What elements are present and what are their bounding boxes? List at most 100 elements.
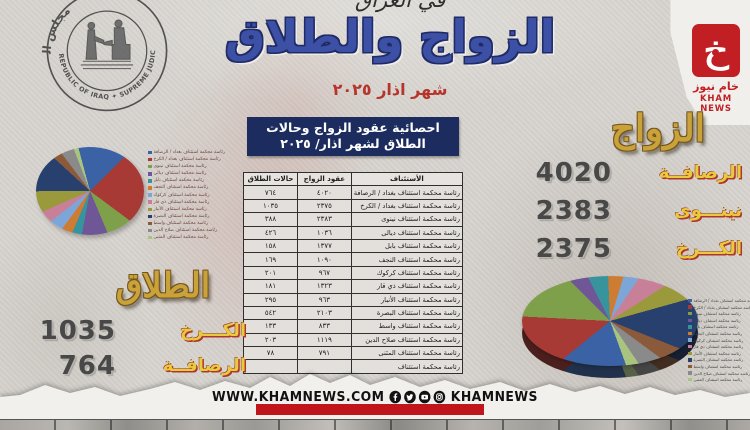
- kham-news-logo: خ: [692, 24, 740, 77]
- stat-row: 4020 الرصافــة: [528, 156, 742, 189]
- legend-bullet: [688, 364, 692, 369]
- facebook-icon[interactable]: [389, 390, 402, 404]
- legend-label: رئاسة محكمة استئناف صلاح الدين: [153, 228, 218, 234]
- table-row: رئاسة محكمة استئناف نينوى ٢٣٨٣ ٣٨٨: [243, 212, 464, 227]
- legend-label: رئاسة محكمة استئناف الأنبار: [693, 350, 741, 356]
- legend-bullet: [688, 358, 692, 362]
- legend-bullet: [688, 305, 692, 309]
- legend-bullet: [148, 207, 152, 211]
- legend-bullet: [688, 331, 692, 336]
- divorce-section-title: الطلاق: [115, 266, 211, 306]
- legend-bullet: [688, 351, 692, 355]
- legend-item: رئاسة محكمة استئناف بغداد / الكرخ: [148, 157, 225, 162]
- legend-label: رئاسة محكمة استئناف صلاح الدين: [693, 370, 750, 376]
- legend-bullet: [148, 172, 152, 176]
- website-url[interactable]: WWW.KHAMNEWS.COM: [212, 389, 385, 405]
- legend-label: رئاسة محكمة استئناف بابل: [693, 324, 739, 330]
- legend-bullet: [688, 377, 692, 382]
- legend-bullet: [148, 221, 152, 226]
- legend-label: رئاسة محكمة استئناف نينوى: [693, 311, 741, 317]
- legend-item: رئاسة محكمة استئناف الأنبار: [688, 351, 750, 356]
- legend-bullet: [688, 344, 692, 349]
- footer-bar: WWW.KHAMNEWS.COM KHAMNEWS: [30, 389, 720, 405]
- table-row: رئاسة محكمة استئناف بغداد / الرصافة ٤٠٢٠ ٧…: [243, 185, 464, 200]
- youtube-icon[interactable]: [419, 390, 432, 404]
- legend-label: رئاسة محكمة استئناف ذي قار: [153, 199, 210, 205]
- legend-label: رئاسة محكمة استئناف واسط: [693, 363, 743, 369]
- stat-label: الرصافــة: [658, 162, 742, 183]
- stats-table-body: رئاسة محكمة استئناف بغداد / الرصافة ٤٠٢٠ ٧…: [243, 185, 464, 374]
- legend-item: رئاسة محكمة استئناف النجف: [148, 185, 225, 190]
- divorce-stats-panel: 1035 الكـــرخ 764 الرصافــة: [24, 314, 246, 382]
- table-row: رئاسة محكمة استئناف ذي قار ١٣٢٣ ١٨١: [243, 279, 464, 294]
- stat-value: 2375: [535, 233, 612, 264]
- legend-item: رئاسة محكمة استئناف المثنى: [148, 235, 225, 240]
- legend-label: رئاسة محكمة استئناف ديالى: [153, 171, 207, 177]
- legend-label: رئاسة محكمة استئناف بغداد / الكرخ: [153, 157, 221, 163]
- table-title: احصائية عقود الزواج وحالات الطلاق لشهر ا…: [247, 117, 459, 156]
- legend-bullet: [688, 371, 692, 375]
- legend-bullet: [148, 200, 152, 204]
- legend-bullet: [148, 186, 152, 190]
- legend-bullet: [148, 214, 152, 219]
- legend-item: رئاسة محكمة استئناف البصرة: [688, 357, 750, 362]
- legend-item: رئاسة محكمة استئناف ذي قار: [688, 344, 750, 349]
- legend-bullet: [148, 150, 152, 155]
- marriage-pie-chart: [522, 276, 700, 384]
- legend-item: رئاسة محكمة استئناف نينوى: [148, 164, 225, 169]
- legend-bullet: [148, 157, 152, 162]
- table-row: رئاسة محكمة استئناف: [243, 359, 464, 374]
- table-row: رئاسة محكمة استئناف صلاح الدين ١١١٩ ٢٠٣: [243, 332, 464, 348]
- kham-logo-dot: [712, 49, 719, 56]
- legend-bullet: [688, 325, 692, 329]
- legend-label: رئاسة محكمة استئناف الأنبار: [153, 206, 207, 212]
- legend-item: رئاسة محكمة استئناف كركوك: [148, 193, 225, 198]
- legend-item: رئاسة محكمة استئناف ديالى: [148, 171, 225, 176]
- twitter-icon[interactable]: [404, 390, 417, 404]
- legend-item: رئاسة محكمة استئناف واسط: [688, 364, 750, 369]
- legend-label: رئاسة محكمة استئناف ديالى: [693, 317, 741, 323]
- legend-item: رئاسة محكمة استئناف ذي قار: [148, 200, 225, 205]
- legend-bullet: [148, 179, 152, 183]
- stat-row: 2383 نينـــوى: [528, 194, 742, 227]
- table-row: رئاسة محكمة استئناف ديالى ١٠٣٦ ٤٢٦: [243, 225, 464, 240]
- social-handle[interactable]: KHAMNEWS: [450, 389, 538, 405]
- legend-label: رئاسة محكمة استئناف بغداد / الرصافة: [693, 298, 750, 303]
- stat-label: نينـــوى: [674, 200, 742, 221]
- legend-label: رئاسة محكمة استئناف المثنى: [153, 235, 209, 241]
- legend-item: رئاسة محكمة استئناف واسط: [148, 221, 225, 226]
- legend-item: رئاسة محكمة استئناف بغداد / الكرخ: [688, 305, 750, 310]
- stat-label: الرصافــة: [162, 355, 246, 376]
- judicial-council-seal: REPUBLIC OF IRAQ ✦ SUPREME JUDICIAL COUN…: [28, 0, 168, 112]
- stat-row: 1035 الكـــرخ: [24, 314, 246, 347]
- legend-item: رئاسة محكمة استئناف البصرة: [148, 214, 225, 219]
- table-row: رئاسة محكمة استئناف البصرة ٢١٠٣ ٥٤٢: [243, 305, 464, 321]
- kham-name-english: KHAM NEWS: [700, 94, 732, 114]
- col-header-court: الأستئناف: [350, 171, 464, 187]
- legend-item: رئاسة محكمة استئناف بابل: [148, 178, 225, 183]
- legend-label: رئاسة محكمة استئناف النجف: [153, 185, 209, 191]
- legend-item: رئاسة محكمة استئناف بابل: [688, 324, 750, 329]
- legend-bullet: [688, 338, 692, 342]
- stat-value: 2383: [535, 195, 612, 226]
- social-icons: [389, 390, 446, 404]
- legend-label: رئاسة محكمة استئناف نينوى: [153, 164, 207, 170]
- divorce-pie-chart: [36, 147, 144, 235]
- legend-bullet: [688, 318, 692, 323]
- bottom-photo-strip: [0, 419, 750, 430]
- table-header-row: الأستئناف عقود الزواج حالات الطلاق: [243, 171, 464, 187]
- legend-item: رئاسة محكمة استئناف النجف: [688, 331, 750, 336]
- legend-item: رئاسة محكمة استئناف المثنى: [688, 377, 750, 382]
- stat-value: 1035: [39, 315, 116, 346]
- legend-label: رئاسة محكمة استئناف بغداد / الكرخ: [693, 304, 750, 310]
- table-row: رئاسة محكمة استئناف كركوك ٩٦٧ ٢٠١: [243, 265, 464, 281]
- marriage-section-title: الزواج: [611, 106, 705, 150]
- legend-item: رئاسة محكمة استئناف الأنبار: [148, 207, 225, 212]
- legend-label: رئاسة محكمة استئناف بغداد / الرصافة: [153, 150, 226, 155]
- instagram-icon[interactable]: [433, 390, 446, 404]
- table-title-line1: احصائية عقود الزواج وحالات: [266, 120, 440, 135]
- seal-ring-text-ar: مجلس القضاء الأعلى: [28, 0, 73, 55]
- legend-label: رئاسة محكمة استئناف كركوك: [153, 192, 210, 198]
- stats-table: الأستئناف عقود الزواج حالات الطلاق رئاسة…: [243, 171, 464, 374]
